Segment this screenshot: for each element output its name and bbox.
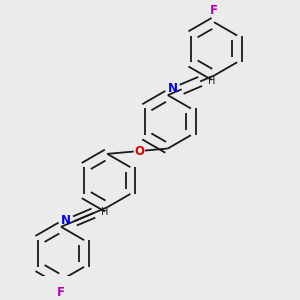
Text: H: H [101, 207, 109, 217]
Text: F: F [210, 4, 218, 17]
Text: H: H [208, 76, 216, 85]
Text: N: N [168, 82, 178, 95]
Text: O: O [134, 145, 144, 158]
Text: F: F [57, 286, 65, 298]
Text: N: N [61, 214, 71, 226]
